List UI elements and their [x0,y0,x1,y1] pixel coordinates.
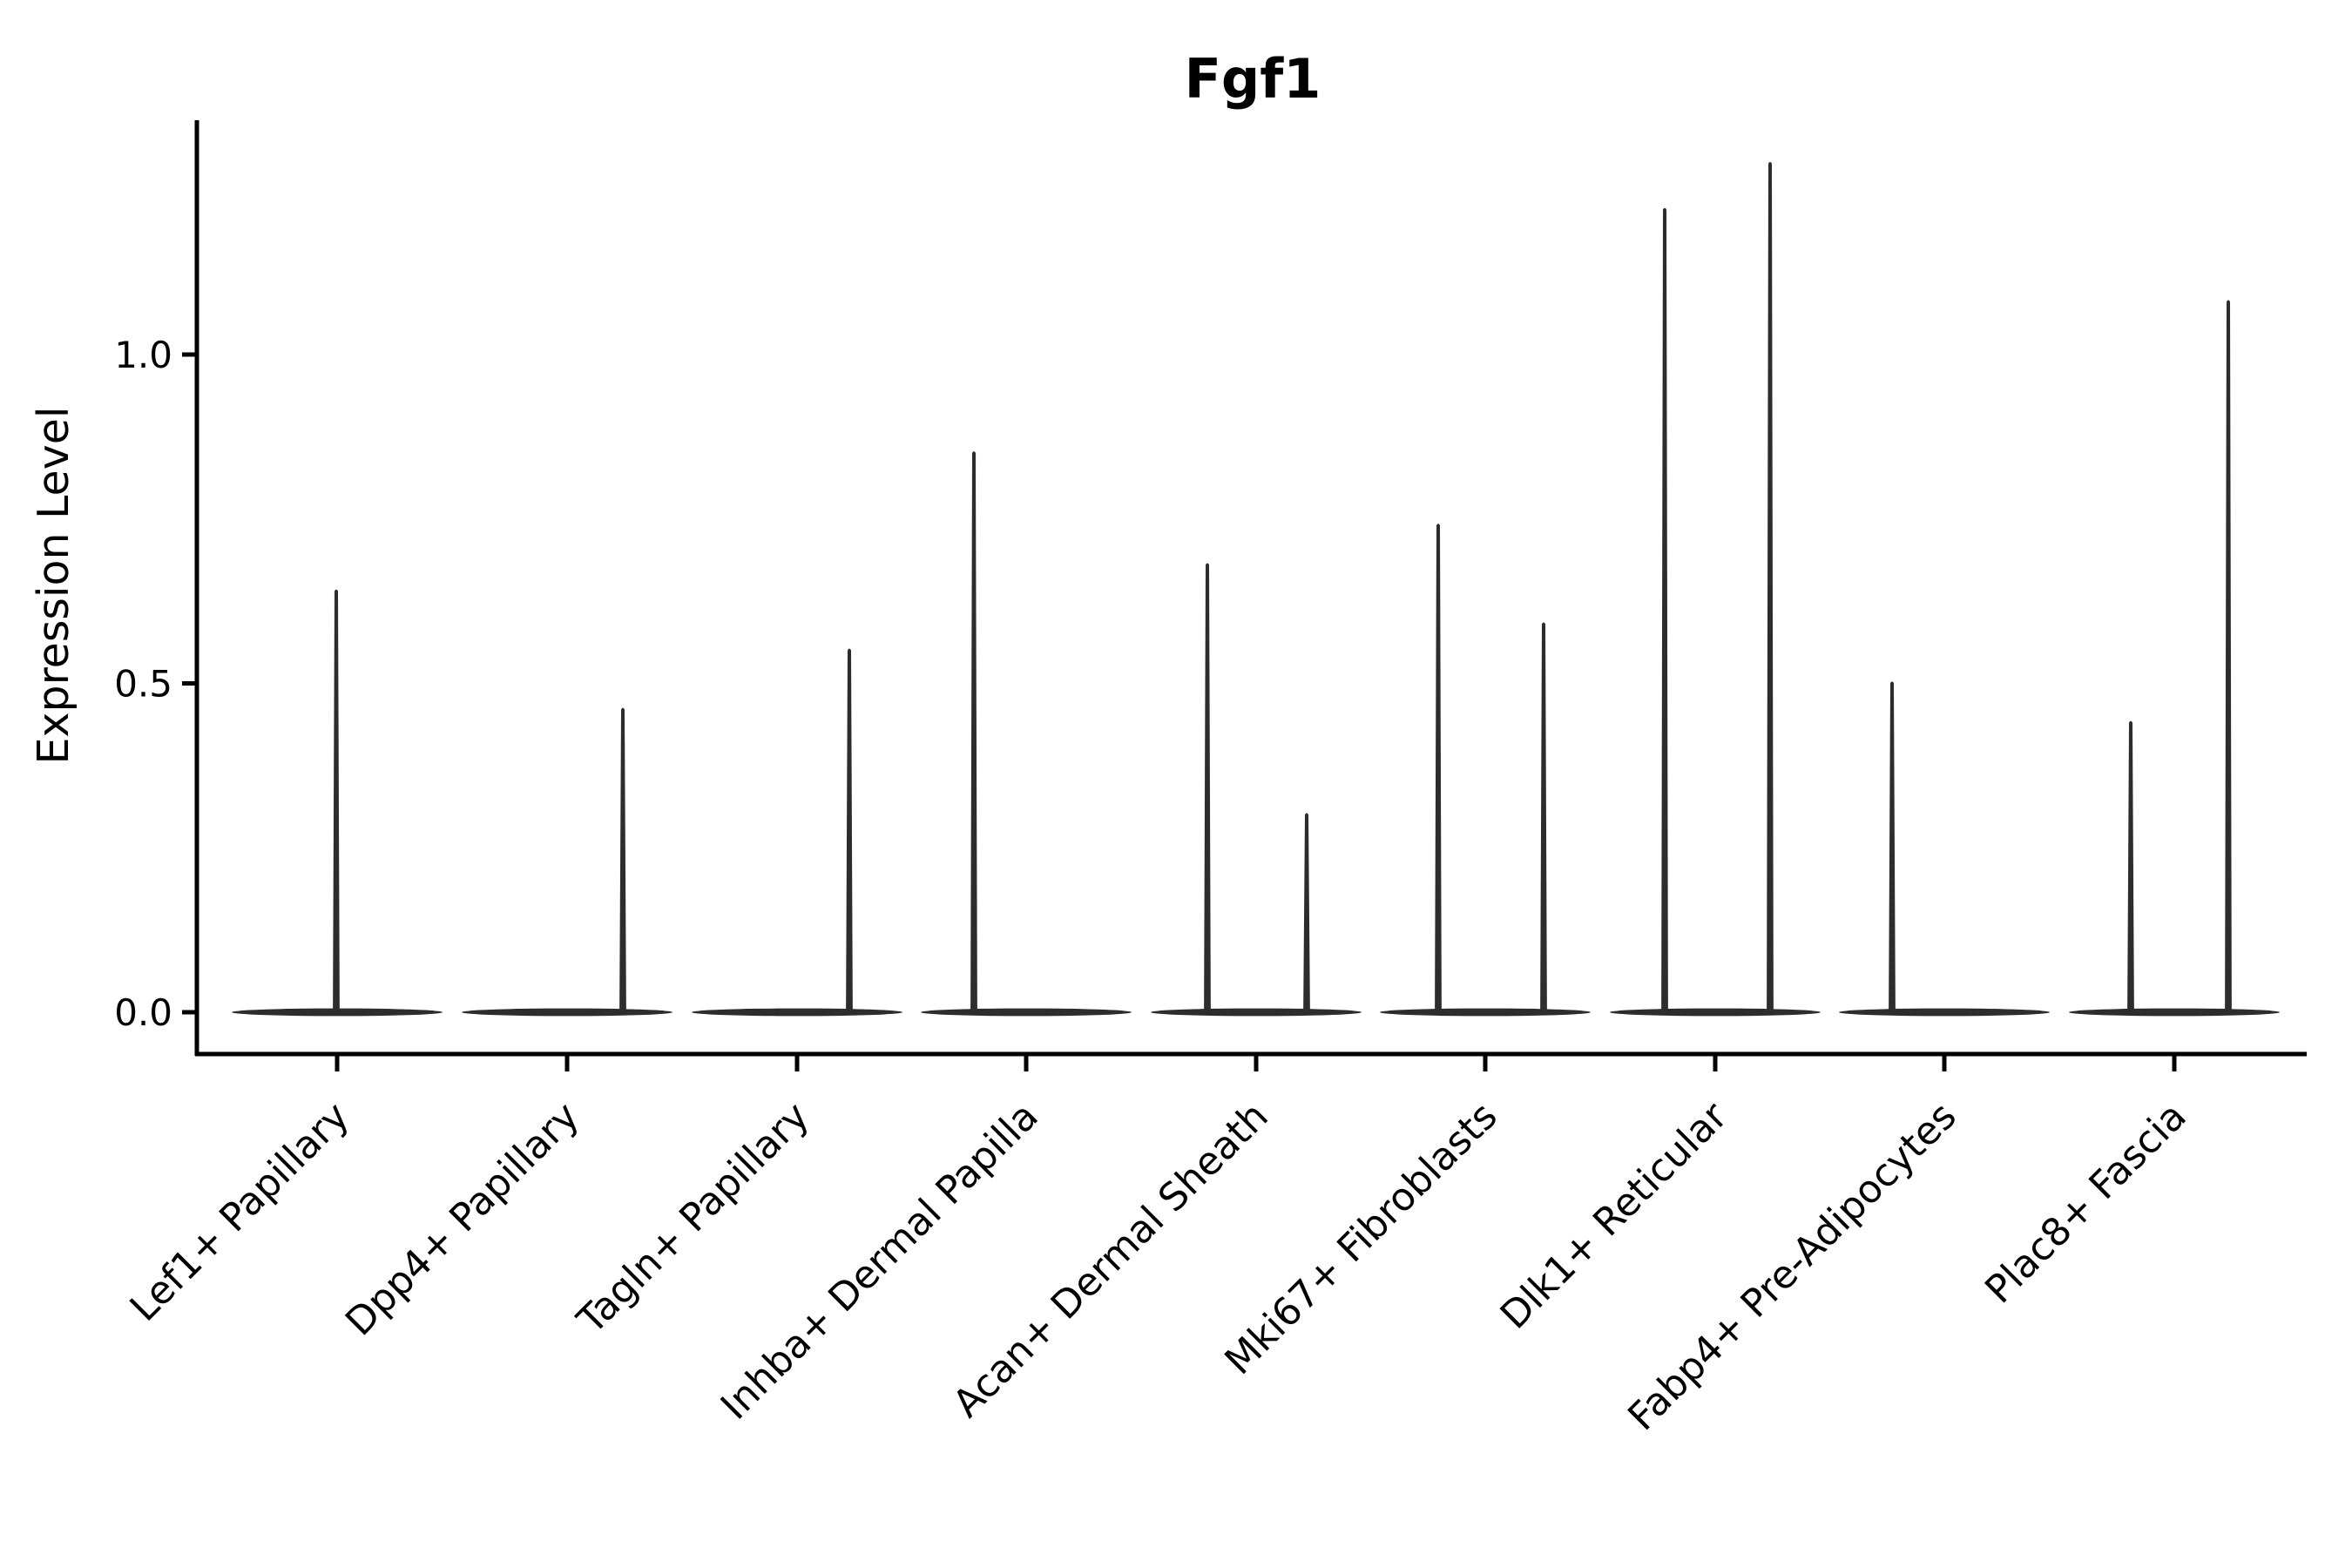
violins [232,161,2280,1017]
y-tick-label: 0.5 [114,663,172,706]
x-tick-label: Plac8+ Fascia [1977,1094,2195,1313]
violin-base [462,1008,672,1017]
violin-base [921,1008,1132,1017]
violin-spike [619,707,626,1015]
violin-base [1380,1008,1591,1017]
plot-title: Fgf1 [1185,47,1321,111]
violin-base [1151,1008,1362,1017]
x-tick-label: Lef1+ Papillary [122,1094,358,1330]
y-tick-label: 0.0 [114,991,172,1034]
x-tick-label: Tagln+ Papillary [569,1094,818,1343]
violin-base [692,1008,902,1017]
violin-base [1839,1008,2050,1017]
violin-spike [1303,813,1310,1015]
violin-base [1610,1008,1821,1017]
x-tick-label: Dlk1+ Reticular [1492,1093,1737,1338]
violin-spike [1767,161,1774,1015]
violin-spike [1435,524,1442,1015]
violin-spike [1204,563,1211,1015]
violin-spike [1540,622,1547,1015]
violin-spike [970,451,977,1015]
violin-spike [2127,720,2134,1015]
violin-spike [1889,681,1896,1015]
violin-base [2069,1008,2280,1017]
violin-spike [2225,300,2232,1015]
y-axis-label: Expression Level [29,407,78,765]
y-tick-label: 1.0 [114,334,172,376]
violin-spike [846,648,853,1015]
violin-spike [333,589,340,1015]
y-axis-ticks: 0.0 0.5 1.0 [114,334,197,1034]
x-tick-label: Dpp4+ Papillary [337,1094,588,1345]
violin-spike [1661,207,1668,1015]
